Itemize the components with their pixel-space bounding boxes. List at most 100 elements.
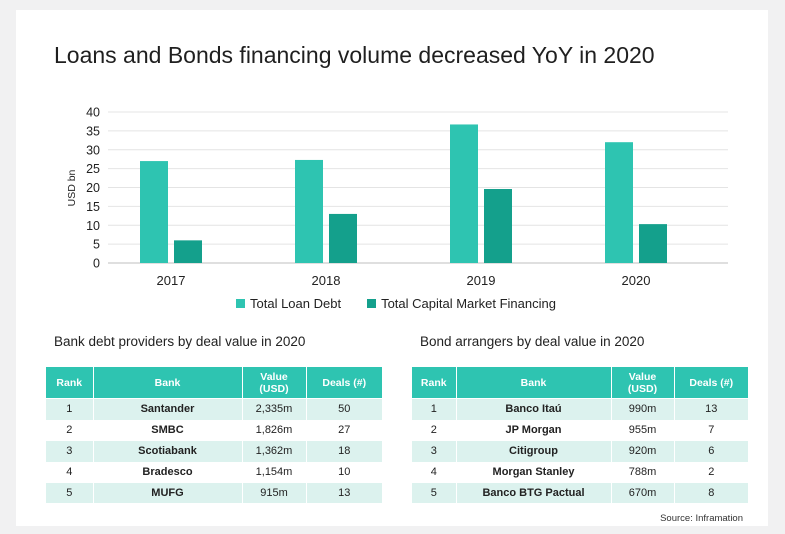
cell-bank: Bradesco [93,461,243,483]
bar-loan-debt [605,142,633,263]
left-table-title: Bank debt providers by deal value in 202… [54,334,306,349]
y-tick-label: 25 [86,162,100,176]
cell-rank: 1 [46,398,94,420]
cell-rank: 3 [46,440,94,462]
y-axis-label: USD bn [66,169,78,206]
table-header-row: Rank Bank Value (USD) Deals (#) [412,367,748,399]
cell-deals: 6 [674,440,748,462]
cell-value: 1,154m [242,461,307,483]
header-value-line1: Value [260,370,288,383]
cell-bank: JP Morgan [456,419,612,441]
cell-bank: Banco BTG Pactual [456,482,612,503]
table-row: 2 SMBC 1,826m 27 [46,419,382,441]
header-value-line2: (USD) [259,382,289,395]
table-row: 5 Banco BTG Pactual 670m 8 [412,482,748,503]
header-bank: Bank [456,367,612,399]
cell-deals: 13 [674,398,748,420]
x-tick-label: 2019 [467,273,496,288]
cell-value: 955m [611,419,675,441]
cell-rank: 3 [412,440,457,462]
legend-item-capital: Total Capital Market Financing [367,296,556,311]
cell-value: 1,826m [242,419,307,441]
cell-value: 670m [611,482,675,503]
x-tick-label: 2017 [157,273,186,288]
table-row: 3 Citigroup 920m 6 [412,440,748,462]
bar-capital-market [639,224,667,263]
legend-swatch-loan [236,299,245,308]
legend-item-loan: Total Loan Debt [236,296,341,311]
chart-legend: Total Loan Debt Total Capital Market Fin… [236,296,556,311]
cell-bank: Morgan Stanley [456,461,612,483]
bar-loan-debt [450,124,478,264]
bar-capital-market [329,213,357,263]
cell-rank: 5 [412,482,457,503]
y-tick-label: 20 [86,181,100,195]
header-value: Value (USD) [611,367,675,399]
y-tick-label: 30 [86,143,100,157]
cell-bank: SMBC [93,419,243,441]
bar-capital-market [484,189,512,263]
cell-bank: Santander [93,398,243,420]
cell-value: 2,335m [242,398,307,420]
cell-rank: 1 [412,398,457,420]
table-row: 3 Scotiabank 1,362m 18 [46,440,382,462]
bar-loan-debt [140,161,168,263]
cell-value: 788m [611,461,675,483]
y-tick-label: 15 [86,200,100,214]
cell-rank: 4 [412,461,457,483]
table-row: 1 Banco Itaú 990m 13 [412,398,748,420]
cell-value: 915m [242,482,307,503]
legend-label-loan: Total Loan Debt [250,296,342,311]
header-value-line2: (USD) [627,382,658,395]
cell-rank: 2 [46,419,94,441]
y-tick-label: 10 [86,219,100,233]
table-row: 2 JP Morgan 955m 7 [412,419,748,441]
page-title: Loans and Bonds financing volume decreas… [54,42,655,68]
cell-rank: 5 [46,482,94,503]
right-table-title: Bond arrangers by deal value in 2020 [420,334,645,349]
y-tick-label: 0 [93,257,100,271]
table-row: 4 Bradesco 1,154m 10 [46,461,382,483]
cell-deals: 8 [674,482,748,503]
x-tick-label: 2018 [312,273,341,288]
header-rank: Rank [46,367,94,399]
cell-bank: Citigroup [456,440,612,462]
cell-rank: 4 [46,461,94,483]
y-tick-label: 40 [86,106,100,120]
header-value-line1: Value [628,370,657,383]
cell-deals: 27 [306,419,382,441]
cell-bank: Scotiabank [93,440,243,462]
bank-debt-providers-table: Rank Bank Value (USD) Deals (#) 1 Santand… [46,367,382,503]
table-header-row: Rank Bank Value (USD) Deals (#) [46,367,382,399]
table-row: 4 Morgan Stanley 788m 2 [412,461,748,483]
cell-deals: 10 [306,461,382,483]
cell-bank: Banco Itaú [456,398,612,420]
bar-capital-market [174,240,202,263]
y-tick-label: 35 [86,124,100,138]
header-deals: Deals (#) [674,367,748,399]
table-row: 5 MUFG 915m 13 [46,482,382,503]
cell-bank: MUFG [93,482,243,503]
table-row: 1 Santander 2,335m 50 [46,398,382,420]
legend-label-capital: Total Capital Market Financing [381,296,556,311]
bond-arrangers-table: Rank Bank Value (USD) Deals (#) 1 Banco I… [412,367,748,503]
header-bank: Bank [93,367,243,399]
header-value: Value (USD) [242,367,307,399]
cell-deals: 13 [306,482,382,503]
cell-deals: 7 [674,419,748,441]
cell-deals: 2 [674,461,748,483]
bar-loan-debt [295,159,323,263]
header-deals: Deals (#) [306,367,382,399]
cell-value: 990m [611,398,675,420]
cell-value: 1,362m [242,440,307,462]
source-note: Source: Inframation [660,513,743,524]
header-rank: Rank [412,367,457,399]
cell-value: 920m [611,440,675,462]
cell-rank: 2 [412,419,457,441]
x-tick-label: 2020 [622,273,651,288]
cell-deals: 50 [306,398,382,420]
legend-swatch-capital [367,299,377,308]
cell-deals: 18 [306,440,382,462]
y-tick-label: 5 [93,238,100,252]
